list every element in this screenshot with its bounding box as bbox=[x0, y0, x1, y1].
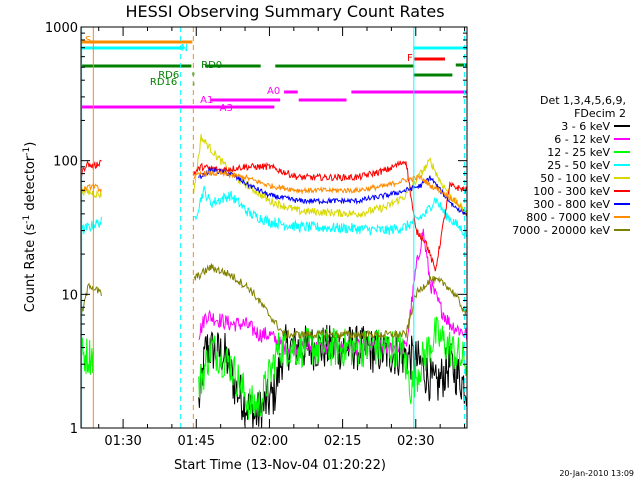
x-tick-label: 01:45 bbox=[178, 434, 215, 449]
legend-label: 100 - 300 keV bbox=[533, 185, 610, 198]
legend-label: 6 - 12 keV bbox=[554, 133, 610, 146]
x-tick-label: 01:30 bbox=[104, 434, 141, 449]
x-tick-label: 02:00 bbox=[251, 434, 288, 449]
y-tick-label: 10 bbox=[61, 288, 78, 303]
y-axis-label: Count Rate (s-1 detector-1) bbox=[22, 142, 38, 313]
flag-label: A3 bbox=[220, 103, 233, 114]
legend-label: 800 - 7000 keV bbox=[526, 211, 610, 224]
series-line bbox=[81, 263, 468, 341]
legend-title: Det 1,3,4,5,6,9, bbox=[540, 94, 626, 107]
flag-label: A1 bbox=[200, 95, 213, 106]
flag-label: S bbox=[85, 35, 91, 46]
series-line bbox=[81, 159, 468, 272]
data-series bbox=[81, 133, 468, 429]
legend-label: 12 - 25 keV bbox=[547, 146, 610, 159]
attenuator-markers bbox=[81, 27, 466, 428]
chart-title: HESSI Observing Summary Count Rates bbox=[125, 2, 444, 21]
footer-date: 20-Jan-2010 13:09 bbox=[559, 469, 634, 478]
legend-label: 3 - 6 keV bbox=[561, 120, 610, 133]
y-tick-label: 100 bbox=[53, 155, 78, 170]
flag-label: RD6 bbox=[158, 70, 179, 81]
legend-label: 50 - 100 keV bbox=[540, 172, 610, 185]
axes: 01:30 01:45 02:00 02:15 02:30 1 10 100 1000 bbox=[45, 21, 467, 449]
y-tick-label: 1 bbox=[70, 422, 78, 437]
series-line bbox=[81, 169, 468, 217]
flag-label: F bbox=[407, 53, 413, 64]
flag-label: RD0 bbox=[201, 60, 222, 71]
legend-title: FDecim 2 bbox=[574, 107, 626, 120]
legend-label: 7000 - 20000 keV bbox=[512, 224, 610, 237]
x-tick-label: 02:15 bbox=[324, 434, 361, 449]
y-tick-label: 1000 bbox=[45, 21, 78, 36]
legend-label: 25 - 50 keV bbox=[547, 159, 610, 172]
plot-frame bbox=[80, 26, 468, 429]
legend-label: 300 - 800 keV bbox=[533, 198, 610, 211]
flag-label: RD16 bbox=[150, 77, 177, 88]
series-line bbox=[81, 184, 468, 237]
series-line bbox=[81, 316, 467, 420]
flag-label: N bbox=[181, 43, 188, 54]
flag-label: A0 bbox=[267, 86, 280, 97]
x-tick-label: 02:30 bbox=[397, 434, 434, 449]
x-axis-label: Start Time (13-Nov-04 01:20:22) bbox=[174, 458, 386, 473]
